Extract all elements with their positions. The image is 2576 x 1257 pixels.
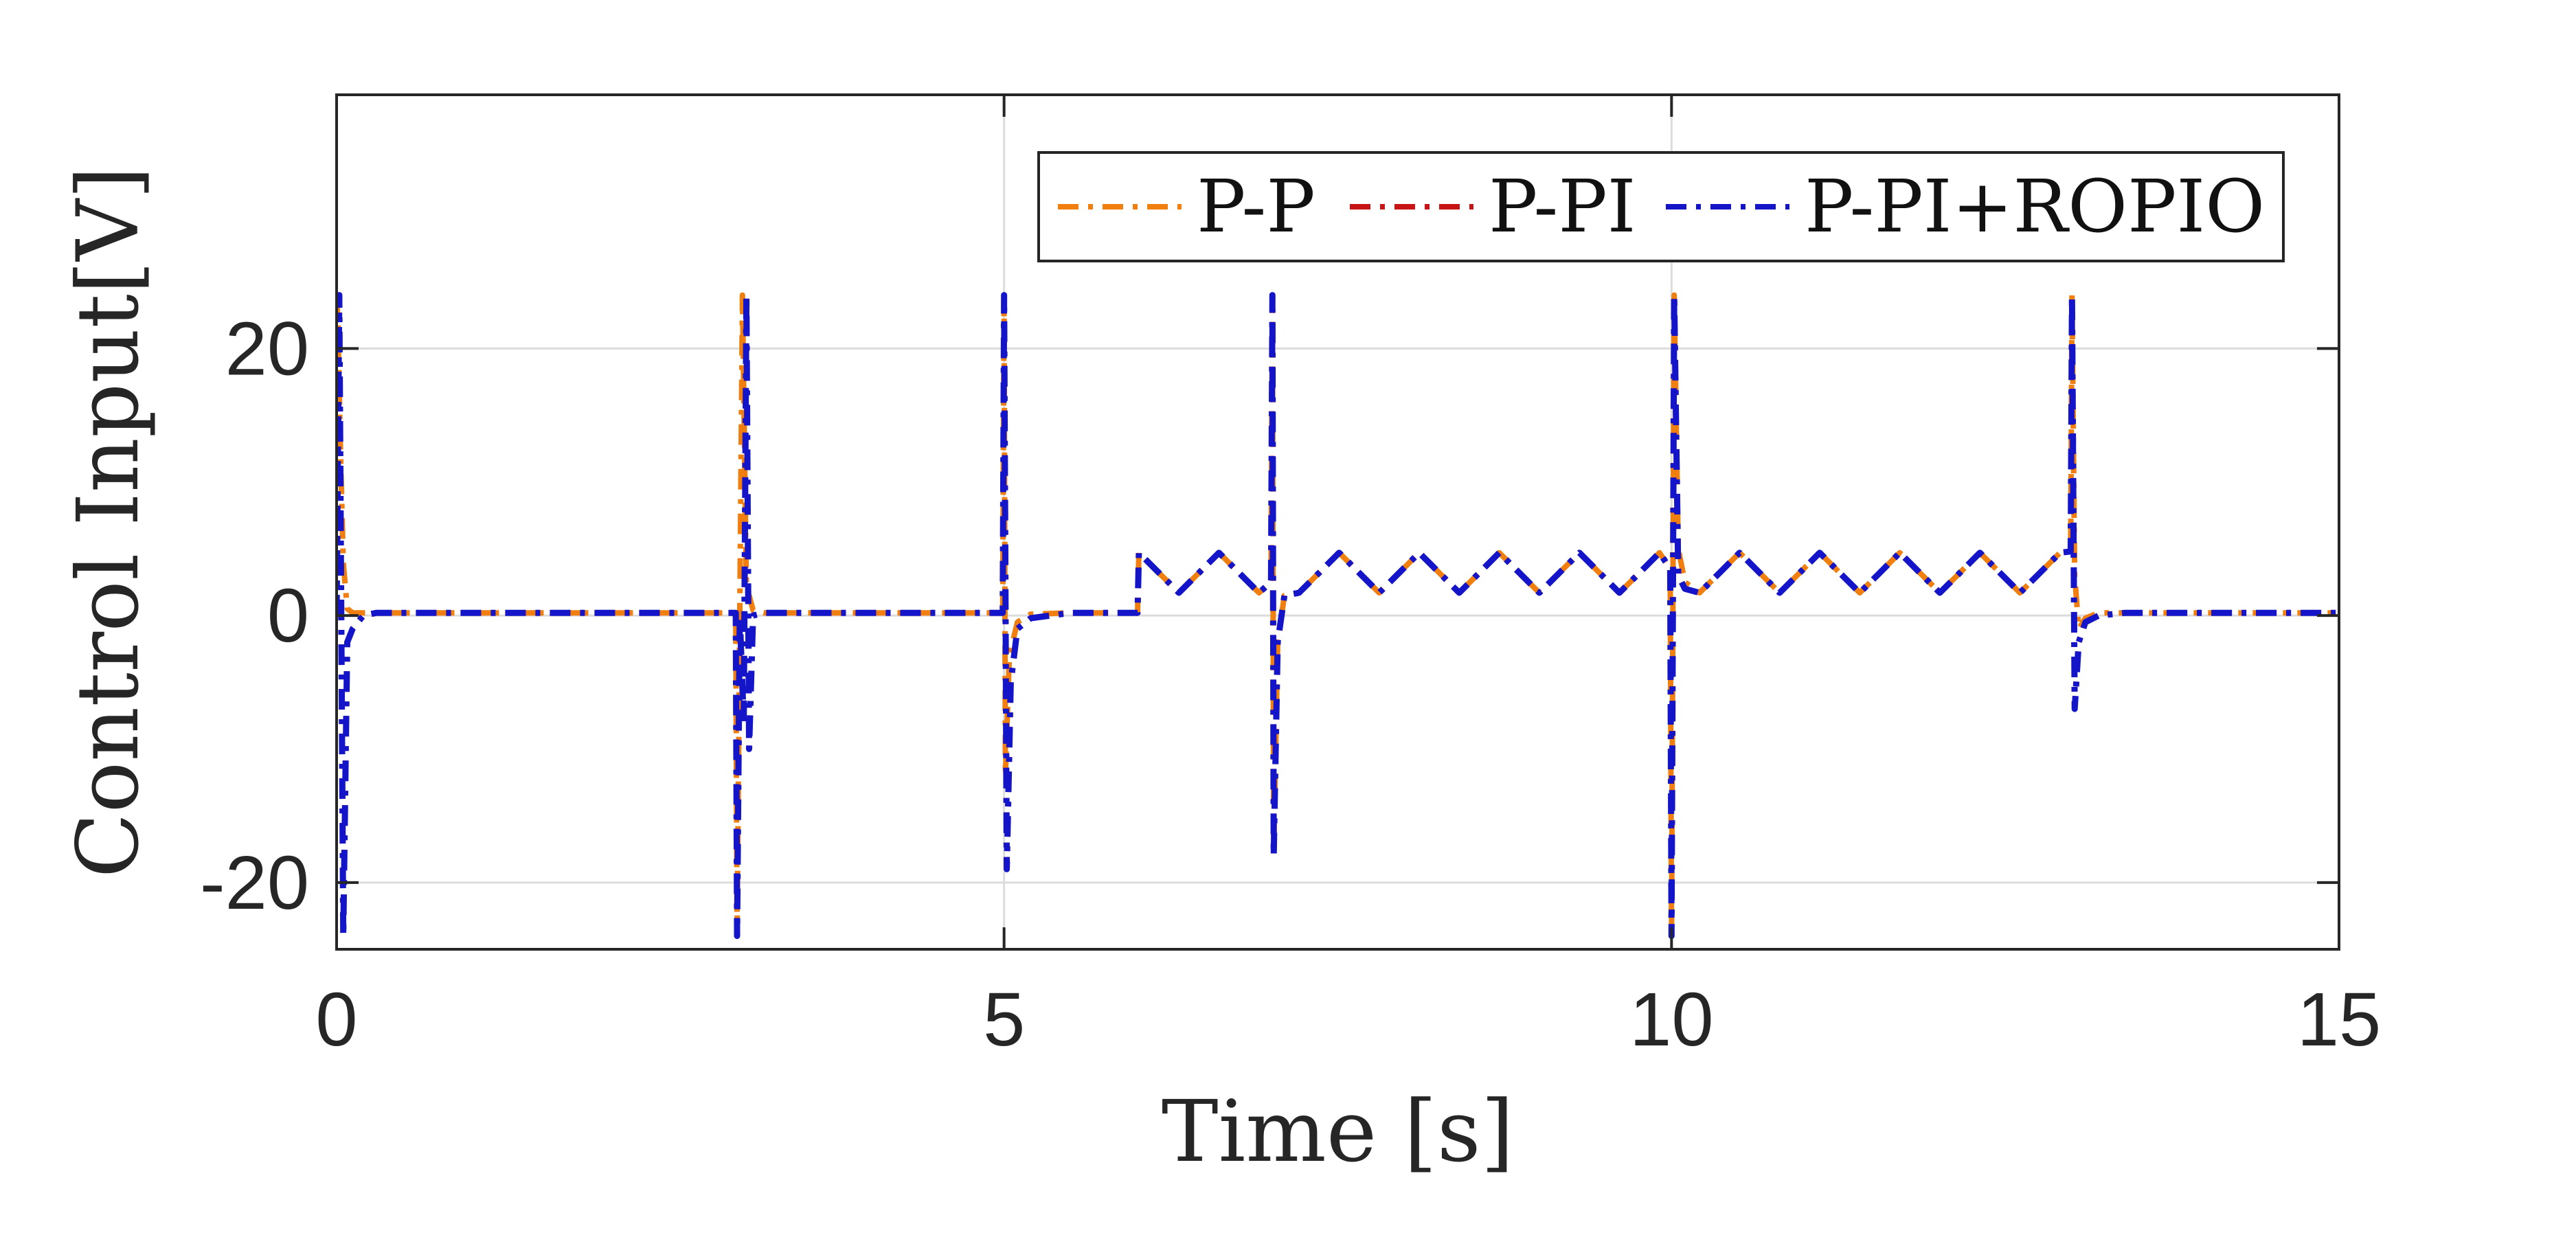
y-axis-title: Control Input[V]: [59, 166, 158, 878]
y-tick-label: 20: [225, 306, 309, 391]
x-tick-label: 15: [2297, 977, 2381, 1062]
x-tick-label: 5: [983, 977, 1025, 1062]
y-tick-label: -20: [200, 841, 309, 925]
legend-box: [1037, 151, 2285, 262]
plot-series: [337, 292, 2339, 940]
legend: P-P P-PI P-PI+ROPIO: [1037, 151, 2285, 262]
series-line-p-pi-ropio: [337, 292, 2339, 940]
legend-label: P-PI: [1489, 164, 1636, 249]
legend-label: P-PI+ROPIO: [1805, 164, 2265, 249]
plot-frame: [335, 93, 2340, 951]
legend-label: P-P: [1197, 164, 1315, 249]
x-tick-label: 0: [315, 977, 357, 1062]
x-axis-title: Time [s]: [1162, 1083, 1514, 1181]
y-tick-label: 0: [267, 574, 309, 658]
x-tick-label: 10: [1629, 977, 1713, 1062]
